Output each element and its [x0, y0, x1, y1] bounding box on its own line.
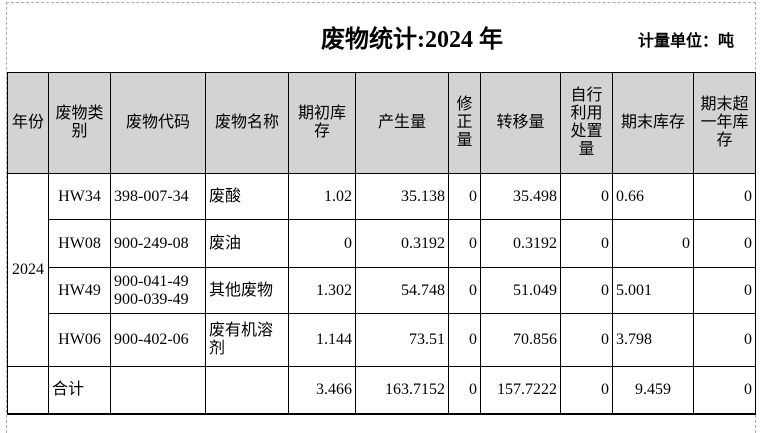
cell-ending-over-one-year: 0	[693, 219, 756, 268]
cell-total-opening: 3.466	[288, 366, 356, 415]
cell-correction: 0	[448, 313, 481, 367]
cell-correction: 0	[448, 267, 481, 314]
cell-category: HW34	[48, 173, 111, 220]
cell-generated: 0.3192	[355, 219, 449, 268]
header-year: 年份	[7, 72, 49, 174]
cell-code-empty	[110, 366, 206, 415]
cell-total-ending-over-one-year: 0	[693, 366, 756, 415]
cell-year-empty	[7, 366, 49, 415]
table-row: HW08 900-249-08 废油 0 0.3192 0 0.3192 0 0…	[8, 219, 756, 268]
cell-generated: 73.51	[355, 313, 449, 367]
header-name: 废物名称	[205, 72, 289, 174]
cell-correction: 0	[448, 219, 481, 268]
cell-opening: 1.144	[288, 313, 356, 367]
cell-correction: 0	[448, 173, 481, 220]
cell-name-empty	[205, 366, 289, 415]
cell-self-disposal: 0	[560, 313, 613, 367]
header-correction: 修正量	[448, 72, 481, 174]
header-opening: 期初库存	[288, 72, 356, 174]
header-ending: 期末库存	[612, 72, 694, 174]
cell-category: HW08	[48, 219, 111, 268]
cell-generated: 35.138	[355, 173, 449, 220]
header-category: 废物类别	[48, 72, 111, 174]
header-self-disposal: 自行利用处置量	[560, 72, 613, 174]
cell-code: 900-402-06	[110, 313, 206, 367]
cell-self-disposal: 0	[560, 173, 613, 220]
cell-category: HW49	[48, 267, 111, 314]
cell-name: 废油	[205, 219, 289, 268]
cell-total-correction: 0	[448, 366, 481, 415]
cell-self-disposal: 0	[560, 219, 613, 268]
header-transferred: 转移量	[480, 72, 561, 174]
cell-ending-over-one-year: 0	[693, 267, 756, 314]
table-row: HW06 900-402-06 废有机溶剂 1.144 73.51 0 70.8…	[8, 313, 756, 367]
cell-transferred: 35.498	[480, 173, 561, 220]
cell-ending: 0	[612, 219, 694, 268]
cell-self-disposal: 0	[560, 267, 613, 314]
table-row: HW49 900-041-49 900-039-49 其他废物 1.302 54…	[8, 267, 756, 314]
cell-transferred: 0.3192	[480, 219, 561, 268]
header-ending-over-one-year: 期末超一年库存	[693, 72, 756, 174]
cell-generated: 54.748	[355, 267, 449, 314]
cell-total-ending: 9.459	[612, 366, 694, 415]
cell-code: 398-007-34	[110, 173, 206, 220]
header-code: 废物代码	[110, 72, 206, 174]
cell-name: 其他废物	[205, 267, 289, 314]
cell-opening: 1.302	[288, 267, 356, 314]
cell-code: 900-249-08	[110, 219, 206, 268]
cell-code: 900-041-49 900-039-49	[110, 267, 206, 314]
cell-year: 2024	[7, 173, 49, 367]
cell-ending: 0.66	[612, 173, 694, 220]
cell-opening: 1.02	[288, 173, 356, 220]
cell-opening: 0	[288, 219, 356, 268]
cell-total-transferred: 157.7222	[480, 366, 561, 415]
cell-ending-over-one-year: 0	[693, 313, 756, 367]
cell-name: 废酸	[205, 173, 289, 220]
cell-name: 废有机溶剂	[205, 313, 289, 367]
cell-transferred: 70.856	[480, 313, 561, 367]
header-generated: 产生量	[355, 72, 449, 174]
cell-total-self-disposal: 0	[560, 366, 613, 415]
cell-total-generated: 163.7152	[355, 366, 449, 415]
table-row: 2024 HW34 398-007-34 废酸 1.02 35.138 0 35…	[7, 173, 756, 367]
cell-ending-over-one-year: 0	[693, 173, 756, 220]
cell-transferred: 51.049	[480, 267, 561, 314]
total-row: 合计 3.466 163.7152 0 157.7222 0 9.459 0	[7, 366, 756, 415]
unit-label: 计量单位：吨	[637, 33, 734, 50]
waste-statistics-table: 年份 废物类别 废物代码 废物名称 期初库存 产生量 修正量 转移量 自行利用处…	[7, 72, 756, 415]
header-row: 年份 废物类别 废物代码 废物名称 期初库存 产生量 修正量 转移量 自行利用处…	[7, 72, 756, 174]
cell-ending: 5.001	[612, 267, 694, 314]
report-title: 废物统计:2024 年	[321, 27, 503, 53]
cell-category: HW06	[48, 313, 111, 367]
cell-total-label: 合计	[48, 366, 111, 415]
cell-ending: 3.798	[612, 313, 694, 367]
